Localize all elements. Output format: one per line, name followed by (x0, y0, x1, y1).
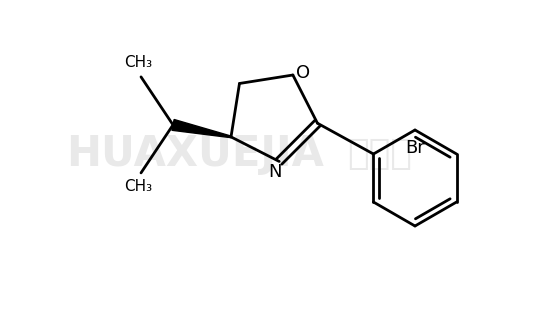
Text: N: N (268, 163, 282, 181)
Text: HUAXUEJIA: HUAXUEJIA (66, 133, 324, 175)
Polygon shape (172, 120, 231, 138)
Text: Br: Br (405, 139, 425, 157)
Text: CH₃: CH₃ (124, 55, 152, 70)
Text: CH₃: CH₃ (124, 179, 152, 195)
Text: 化学加: 化学加 (348, 137, 413, 171)
Text: O: O (296, 64, 310, 82)
